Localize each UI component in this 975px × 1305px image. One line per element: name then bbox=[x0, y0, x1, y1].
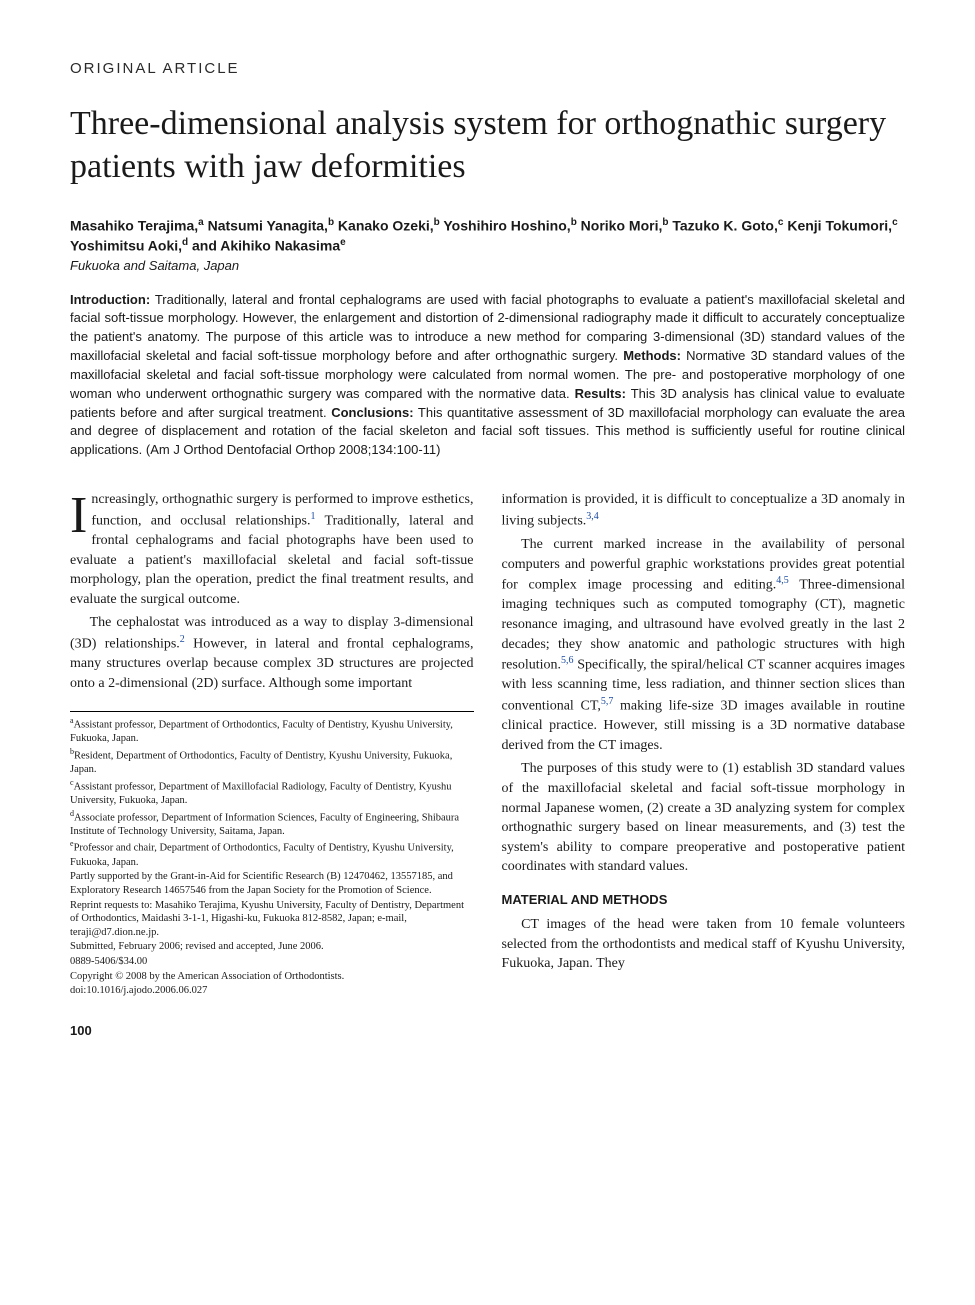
footnote-a: aAssistant professor, Department of Orth… bbox=[70, 716, 474, 746]
footnote-doi: doi:10.1016/j.ajodo.2006.06.027 bbox=[70, 984, 474, 998]
author-list: Masahiko Terajima,a Natsumi Yanagita,b K… bbox=[70, 216, 905, 257]
footnote-b: bResident, Department of Orthodontics, F… bbox=[70, 747, 474, 777]
abstract: Introduction: Traditionally, lateral and… bbox=[70, 291, 905, 461]
article-type: ORIGINAL ARTICLE bbox=[70, 60, 905, 77]
section-heading-materials: MATERIAL AND METHODS bbox=[502, 891, 906, 909]
citation-ref[interactable]: 4,5 bbox=[776, 575, 789, 586]
page-number: 100 bbox=[70, 1023, 905, 1038]
body-columns: Increasingly, orthognathic surgery is pe… bbox=[70, 490, 905, 999]
body-paragraph-6: CT images of the head were taken from 10… bbox=[502, 915, 906, 974]
p3a: information is provided, it is difficult… bbox=[502, 492, 906, 528]
abstract-intro-label: Introduction: bbox=[70, 292, 150, 307]
article-title: Three-dimensional analysis system for or… bbox=[70, 103, 905, 188]
abstract-methods-label: Methods: bbox=[623, 348, 681, 363]
body-paragraph-4: The current marked increase in the avail… bbox=[502, 535, 906, 756]
affiliation-location: Fukuoka and Saitama, Japan bbox=[70, 258, 905, 273]
dropcap: I bbox=[70, 490, 91, 538]
body-paragraph-3: information is provided, it is difficult… bbox=[502, 490, 906, 531]
abstract-results-label: Results: bbox=[575, 386, 626, 401]
footnote-e: eProfessor and chair, Department of Orth… bbox=[70, 839, 474, 869]
footnote-copyright: Copyright © 2008 by the American Associa… bbox=[70, 970, 474, 984]
footnote-submitted: Submitted, February 2006; revised and ac… bbox=[70, 940, 474, 954]
footnote-d: dAssociate professor, Department of Info… bbox=[70, 809, 474, 839]
footnote-support: Partly supported by the Grant-in-Aid for… bbox=[70, 870, 474, 897]
footnote-c: cAssistant professor, Department of Maxi… bbox=[70, 778, 474, 808]
abstract-conclusions-label: Conclusions: bbox=[331, 405, 413, 420]
citation-ref[interactable]: 5,6 bbox=[561, 655, 574, 666]
footnote-reprint: Reprint requests to: Masahiko Terajima, … bbox=[70, 899, 474, 940]
citation-ref[interactable]: 3,4 bbox=[586, 511, 599, 522]
citation-ref[interactable]: 5,7 bbox=[601, 696, 614, 707]
body-paragraph-2: The cephalostat was introduced as a way … bbox=[70, 613, 474, 693]
footnote-issn: 0889-5406/$34.00 bbox=[70, 955, 474, 969]
body-paragraph-5: The purposes of this study were to (1) e… bbox=[502, 759, 906, 877]
footnotes-block: aAssistant professor, Department of Orth… bbox=[70, 711, 474, 998]
body-paragraph-1: Increasingly, orthognathic surgery is pe… bbox=[70, 490, 474, 609]
